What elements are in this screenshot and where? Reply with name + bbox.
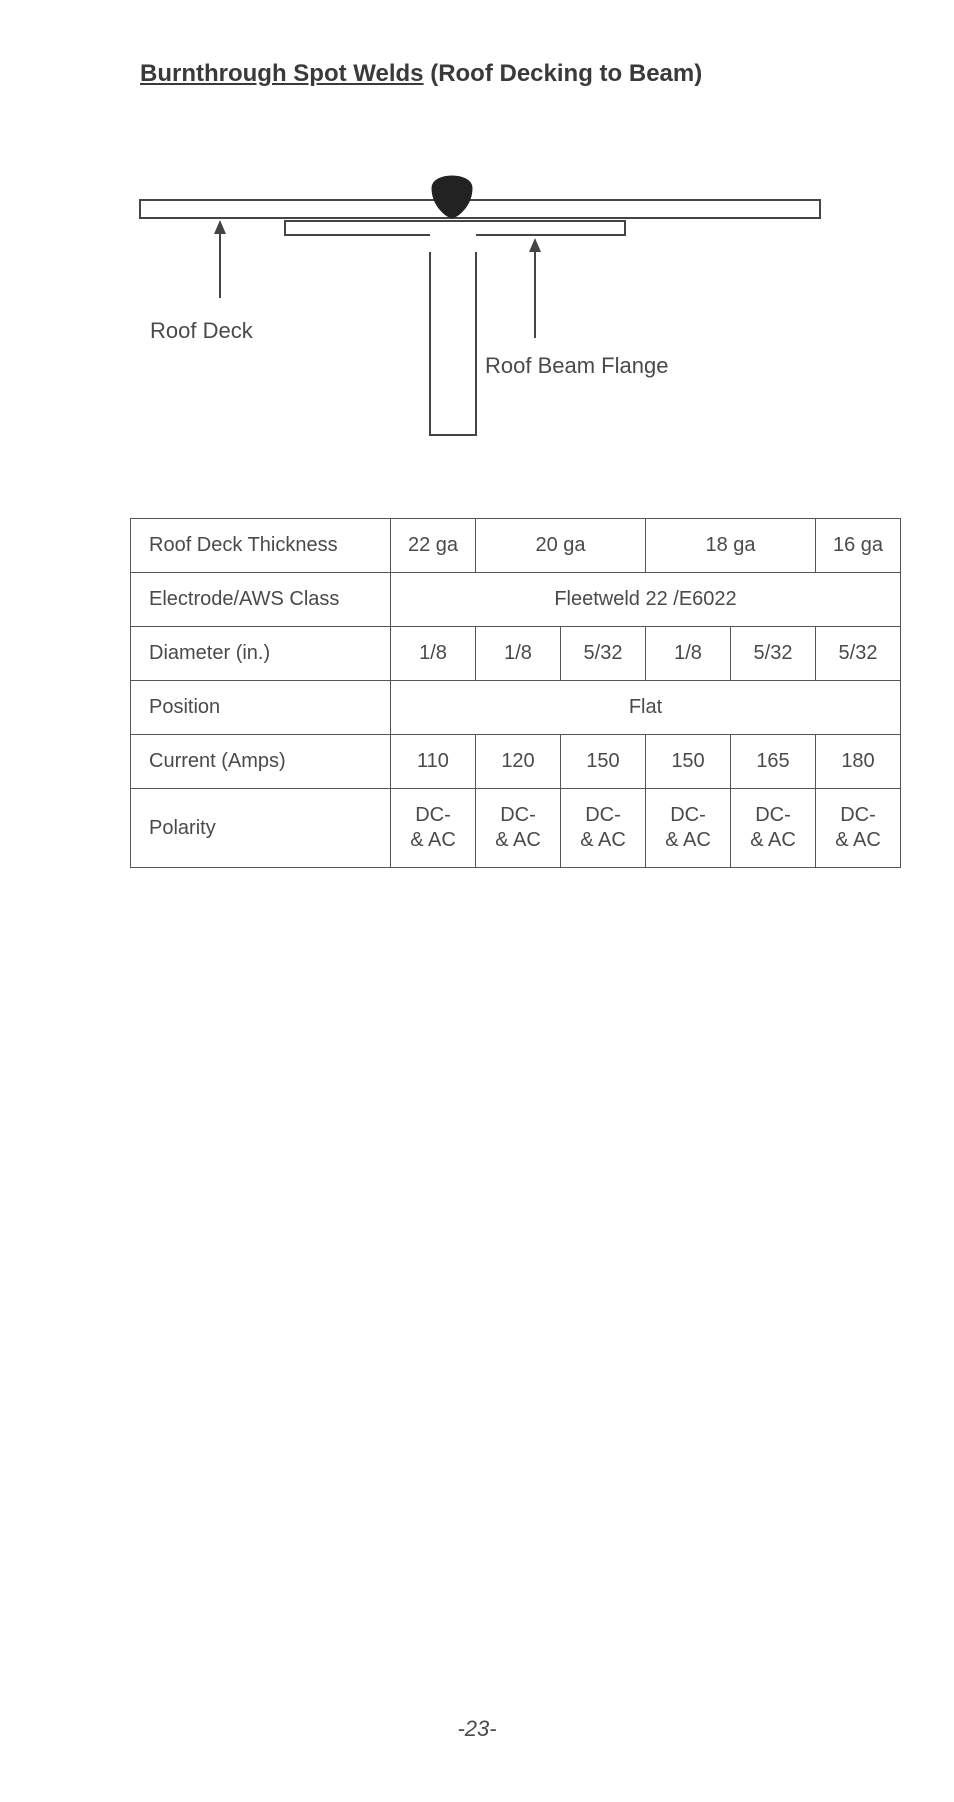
label-roof-beam-flange: Roof Beam Flange [485,353,668,379]
beam-flange [285,221,625,235]
label-roof-deck: Roof Deck [150,318,253,344]
table-cell: Flat [391,681,901,735]
page: Burnthrough Spot Welds (Roof Decking to … [0,0,954,1802]
diagram: Roof Deck Roof Beam Flange [130,158,830,478]
table-cell: 20 ga [476,519,646,573]
title-underlined: Burnthrough Spot Welds [140,60,424,87]
table-cell: 150 [646,735,731,789]
table-row: Current (Amps)110120150150165180 [131,735,901,789]
table-cell: 5/32 [816,627,901,681]
page-title: Burnthrough Spot Welds (Roof Decking to … [140,60,824,88]
table-row: PositionFlat [131,681,901,735]
table-cell: 1/8 [476,627,561,681]
table-cell: Fleetweld 22 /E6022 [391,573,901,627]
table-row: Diameter (in.)1/81/85/321/85/325/32 [131,627,901,681]
table-cell: DC-& AC [816,789,901,868]
table-cell: 1/8 [646,627,731,681]
table-cell: 5/32 [731,627,816,681]
weld-params-table-wrap: Roof Deck Thickness22 ga20 ga18 ga16 gaE… [130,518,900,868]
table-cell: 16 ga [816,519,901,573]
table-cell: 22 ga [391,519,476,573]
row-label-diameter: Diameter (in.) [131,627,391,681]
table-cell: DC-& AC [391,789,476,868]
table-cell: 180 [816,735,901,789]
table-cell: DC-& AC [561,789,646,868]
table-cell: 1/8 [391,627,476,681]
table-cell: 18 ga [646,519,816,573]
arrow-beam-flange [529,238,541,338]
table-cell: 165 [731,735,816,789]
weld-params-table: Roof Deck Thickness22 ga20 ga18 ga16 gaE… [130,518,901,868]
table-cell: DC-& AC [731,789,816,868]
table-cell: 120 [476,735,561,789]
beam-web [430,235,476,435]
page-number: -23- [0,1716,954,1742]
table-cell: 110 [391,735,476,789]
table-cell: 5/32 [561,627,646,681]
row-label-position: Position [131,681,391,735]
row-label-thickness: Roof Deck Thickness [131,519,391,573]
title-rest: (Roof Decking to Beam) [424,60,703,87]
table-cell: 150 [561,735,646,789]
row-label-electrode: Electrode/AWS Class [131,573,391,627]
roof-deck-plate [140,200,820,218]
arrow-roof-deck [214,220,226,298]
table-cell: DC-& AC [476,789,561,868]
row-label-polarity: Polarity [131,789,391,868]
table-cell: DC-& AC [646,789,731,868]
table-row: Electrode/AWS ClassFleetweld 22 /E6022 [131,573,901,627]
table-row: PolarityDC-& ACDC-& ACDC-& ACDC-& ACDC-&… [131,789,901,868]
row-label-current: Current (Amps) [131,735,391,789]
table-row: Roof Deck Thickness22 ga20 ga18 ga16 ga [131,519,901,573]
